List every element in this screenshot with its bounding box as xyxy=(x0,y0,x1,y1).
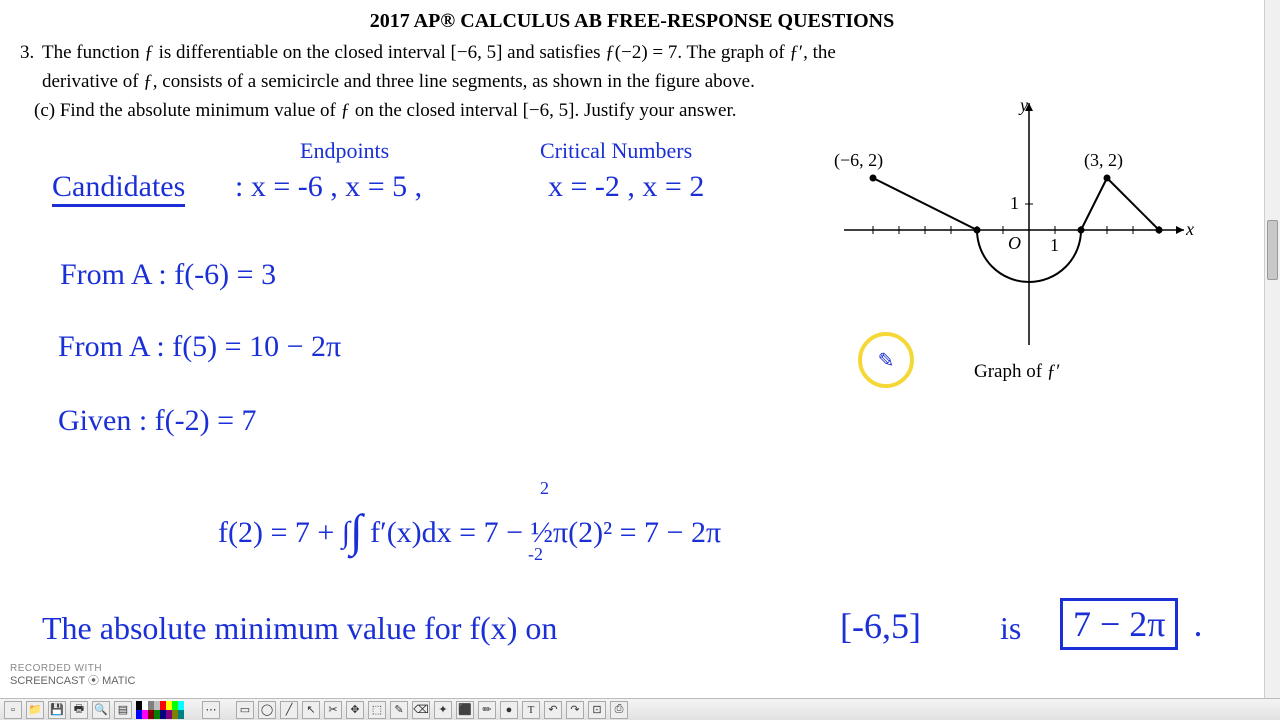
toolbar-tool-button[interactable]: ↷ xyxy=(566,701,584,719)
toolbar-tool-button[interactable]: ⬚ xyxy=(368,701,386,719)
candidates-critical: x = -2 , x = 2 xyxy=(548,170,704,204)
label-endpoints: Endpoints xyxy=(300,138,389,164)
vertical-scrollbar[interactable] xyxy=(1264,0,1280,698)
toolbar-tool-button[interactable]: ↖ xyxy=(302,701,320,719)
integral-prefix: f(2) = 7 + ∫ xyxy=(218,516,350,549)
toolbar-tool-button[interactable]: ⬛ xyxy=(456,701,474,719)
graph-point-b: (3, 2) xyxy=(1084,150,1123,171)
label-critical-numbers: Critical Numbers xyxy=(540,138,692,164)
tool-save-icon[interactable]: 💾 xyxy=(48,701,66,719)
conclusion-is: is xyxy=(1000,610,1021,647)
toolbar-tool-button[interactable]: ✥ xyxy=(346,701,364,719)
answer-boxed: 7 − 2π . xyxy=(1060,598,1202,650)
toolbar-tool-button[interactable]: ✎ xyxy=(390,701,408,719)
eval-f-neg2: Given : f(-2) = 7 xyxy=(58,404,257,438)
candidates-endpoints: : x = -6 , x = 5 , xyxy=(235,170,422,204)
x-tick-1: 1 xyxy=(1050,235,1059,256)
eval-f-neg6: From A : f(-6) = 3 xyxy=(60,258,276,292)
document-page: 2017 AP® CALCULUS AB FREE-RESPONSE QUEST… xyxy=(0,0,1264,704)
pen-cursor-icon: ✎ xyxy=(878,348,895,373)
candidates-heading: Candidates xyxy=(52,170,185,207)
graph-caption: Graph of ƒ′ xyxy=(974,361,1060,383)
toolbar-tool-button[interactable]: ⌫ xyxy=(412,701,430,719)
toolbar-tool-button[interactable]: ▭ xyxy=(236,701,254,719)
watermark-line-2: SCREENCAST ⦿ MATIC xyxy=(10,672,136,688)
toolbar-tool-button[interactable]: ⊡ xyxy=(588,701,606,719)
scrollbar-thumb[interactable] xyxy=(1267,220,1278,280)
tool-page-icon[interactable]: ▤ xyxy=(114,701,132,719)
y-axis-label: y xyxy=(1020,95,1028,116)
drawing-toolbar: ▫ 📁 💾 🖶 🔍 ▤ ⋯ ▭◯╱↖✂✥⬚✎⌫✦⬛✏●T↶↷⊡⎙ xyxy=(0,698,1280,720)
toolbar-tool-button[interactable]: ✂ xyxy=(324,701,342,719)
conclusion-interval: [[-6,5]-6,5] xyxy=(840,605,921,647)
problem-line-1: The function ƒ is differentiable on the … xyxy=(42,42,836,63)
tool-search-icon[interactable]: 🔍 xyxy=(92,701,110,719)
problem-number: 3. xyxy=(20,39,34,68)
integral-lower: -2 xyxy=(528,544,543,565)
answer-value: 7 − 2π xyxy=(1060,598,1178,650)
color-swatch[interactable] xyxy=(178,701,184,710)
eval-f-5: From A : f(5) = 10 − 2π xyxy=(58,330,341,364)
tool-new-icon[interactable]: ▫ xyxy=(4,701,22,719)
toolbar-tool-button[interactable]: ⎙ xyxy=(610,701,628,719)
tool-row: ▭◯╱↖✂✥⬚✎⌫✦⬛✏●T↶↷⊡⎙ xyxy=(236,701,628,719)
conclusion-text: The absolute minimum value for f(x) on xyxy=(42,610,557,647)
tool-open-icon[interactable]: 📁 xyxy=(26,701,44,719)
tool-dots-icon[interactable]: ⋯ xyxy=(202,701,220,719)
toolbar-tool-button[interactable]: ◯ xyxy=(258,701,276,719)
problem-statement: 3. The function ƒ is differentiable on t… xyxy=(0,33,1264,96)
cursor-highlight-ring: ✎ xyxy=(858,332,914,388)
toolbar-tool-button[interactable]: T xyxy=(522,701,540,719)
graph-svg xyxy=(834,95,1194,355)
toolbar-tool-button[interactable]: ↶ xyxy=(544,701,562,719)
x-axis-label: x xyxy=(1186,219,1194,240)
toolbar-tool-button[interactable]: ╱ xyxy=(280,701,298,719)
color-palette[interactable] xyxy=(136,701,184,719)
graph-point-a: (−6, 2) xyxy=(834,150,883,171)
toolbar-tool-button[interactable]: ✦ xyxy=(434,701,452,719)
eval-f-2-integral: f(2) = 7 + ∫∫2-2 f′(x)dx = 7 − ½π(2)² = … xyxy=(218,500,721,553)
problem-line-2: derivative of ƒ, consists of a semicircl… xyxy=(42,71,755,92)
color-swatch[interactable] xyxy=(178,710,184,719)
tool-print-icon[interactable]: 🖶 xyxy=(70,701,88,719)
y-tick-1: 1 xyxy=(1010,193,1019,214)
origin-label: O xyxy=(1008,233,1021,254)
integral-upper: 2 xyxy=(540,478,549,499)
toolbar-tool-button[interactable]: ● xyxy=(500,701,518,719)
toolbar-tool-button[interactable]: ✏ xyxy=(478,701,496,719)
page-title: 2017 AP® CALCULUS AB FREE-RESPONSE QUEST… xyxy=(0,0,1264,33)
